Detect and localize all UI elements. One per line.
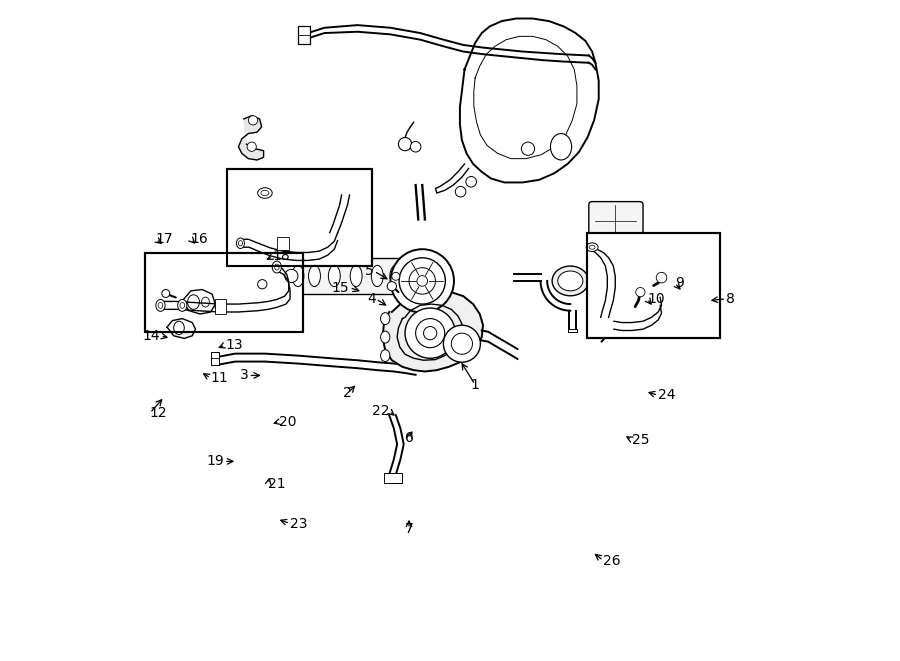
Text: 21: 21 (268, 477, 286, 491)
Text: 11: 11 (211, 371, 229, 385)
Circle shape (521, 142, 535, 155)
Text: 14: 14 (143, 329, 160, 343)
Text: 16: 16 (191, 232, 209, 247)
Ellipse shape (309, 265, 320, 287)
Text: 22: 22 (372, 404, 389, 418)
Text: 1: 1 (471, 377, 480, 392)
Circle shape (404, 270, 417, 283)
Ellipse shape (381, 331, 390, 343)
Circle shape (409, 268, 436, 294)
Circle shape (417, 276, 428, 286)
Circle shape (424, 327, 436, 340)
Text: 12: 12 (150, 406, 167, 420)
Bar (211, 352, 219, 365)
Text: 10: 10 (647, 292, 664, 306)
Bar (215, 299, 226, 314)
Ellipse shape (372, 265, 383, 287)
Bar (227, 169, 372, 266)
Bar (227, 169, 372, 266)
Text: 23: 23 (290, 516, 308, 531)
Circle shape (392, 272, 400, 280)
Circle shape (416, 319, 445, 348)
Text: 2: 2 (343, 386, 352, 401)
Ellipse shape (552, 266, 589, 296)
Ellipse shape (292, 265, 304, 287)
Bar (588, 233, 720, 338)
Ellipse shape (328, 265, 340, 287)
Polygon shape (382, 291, 483, 371)
Ellipse shape (158, 303, 163, 308)
Text: 18: 18 (273, 249, 291, 264)
Text: 15: 15 (332, 280, 349, 295)
Circle shape (248, 116, 257, 125)
Ellipse shape (187, 295, 200, 309)
Ellipse shape (202, 297, 210, 307)
Text: 24: 24 (658, 388, 676, 403)
Ellipse shape (156, 299, 165, 311)
Bar (568, 329, 577, 332)
Circle shape (405, 308, 455, 358)
Text: 4: 4 (367, 292, 376, 306)
Ellipse shape (180, 303, 184, 308)
Circle shape (257, 280, 267, 289)
Text: 5: 5 (365, 264, 374, 278)
Bar (145, 253, 303, 332)
Bar (145, 253, 303, 332)
Circle shape (635, 288, 645, 297)
Ellipse shape (274, 264, 279, 270)
Ellipse shape (237, 238, 245, 249)
Ellipse shape (558, 271, 583, 291)
Ellipse shape (381, 313, 390, 325)
Polygon shape (183, 290, 215, 314)
Circle shape (455, 186, 466, 197)
Ellipse shape (381, 350, 390, 362)
Bar (298, 26, 310, 44)
Text: 17: 17 (156, 232, 174, 247)
Polygon shape (238, 116, 264, 160)
Ellipse shape (177, 299, 187, 311)
Ellipse shape (390, 265, 401, 287)
Circle shape (444, 325, 481, 362)
Ellipse shape (257, 188, 272, 198)
Text: 20: 20 (280, 414, 297, 429)
Text: 3: 3 (239, 368, 248, 383)
Bar (384, 473, 402, 483)
Circle shape (215, 300, 225, 311)
Ellipse shape (551, 134, 572, 160)
Circle shape (466, 176, 476, 187)
Text: 13: 13 (225, 338, 243, 352)
Circle shape (248, 142, 256, 151)
Text: 6: 6 (405, 430, 413, 445)
Polygon shape (460, 19, 598, 182)
Polygon shape (167, 319, 195, 338)
Bar (277, 237, 289, 250)
Text: 7: 7 (405, 522, 413, 536)
Text: 25: 25 (632, 432, 649, 447)
Ellipse shape (261, 190, 269, 196)
Ellipse shape (350, 265, 362, 287)
Circle shape (284, 270, 298, 283)
Circle shape (399, 137, 411, 151)
Ellipse shape (238, 241, 242, 246)
Circle shape (410, 141, 421, 152)
Circle shape (451, 333, 472, 354)
Text: 9: 9 (675, 276, 684, 290)
Circle shape (162, 290, 170, 297)
Ellipse shape (590, 245, 595, 249)
Text: 26: 26 (603, 553, 621, 568)
Bar (588, 233, 720, 338)
Circle shape (656, 272, 667, 283)
Circle shape (399, 258, 446, 304)
Text: 19: 19 (206, 454, 224, 469)
Circle shape (391, 249, 454, 313)
Ellipse shape (174, 321, 184, 334)
Circle shape (387, 282, 397, 291)
Ellipse shape (586, 243, 598, 251)
FancyBboxPatch shape (589, 202, 643, 236)
Ellipse shape (272, 261, 282, 273)
Text: 8: 8 (726, 292, 735, 306)
Bar (288, 258, 417, 294)
